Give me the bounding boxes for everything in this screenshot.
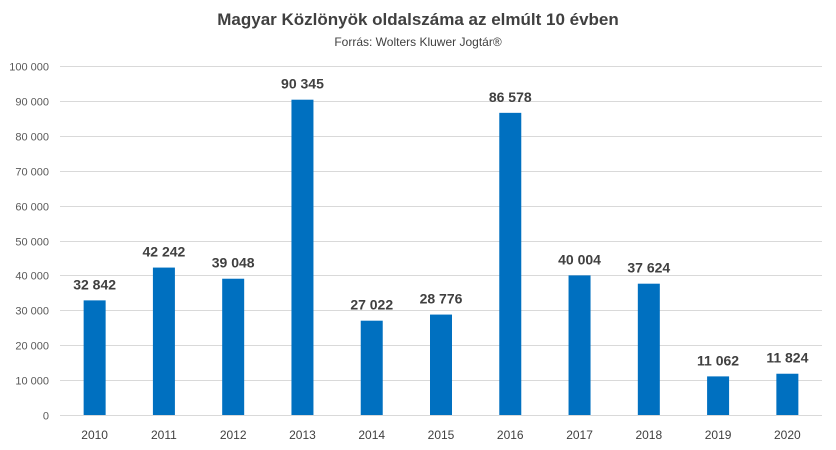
y-tick-label: 60 000 — [15, 202, 49, 214]
x-axis-ticks: 2010 2011 2012 2013 2014 2015 2016 2017 2018 2019… — [81, 428, 801, 442]
x-tick-label: 2020 — [774, 428, 801, 442]
y-tick-label: 0 — [43, 411, 49, 423]
data-label-2020: 11 824 — [766, 350, 808, 366]
y-tick-label: 30 000 — [15, 306, 49, 318]
y-tick-label: 90 000 — [15, 97, 49, 109]
data-label-2016: 86 578 — [489, 89, 532, 105]
data-label-2019: 11 062 — [697, 352, 739, 368]
data-label-2018: 37 624 — [627, 260, 670, 276]
y-axis-ticks: 0 10 000 20 000 30 000 40 000 50 000 60 000 70 … — [9, 62, 49, 423]
x-tick-label: 2010 — [81, 428, 108, 442]
data-label-2017: 40 004 — [558, 251, 601, 267]
bar-2020 — [776, 373, 799, 415]
bar-2010 — [83, 300, 106, 415]
y-tick-label: 50 000 — [15, 237, 49, 249]
x-tick-label: 2016 — [497, 428, 524, 442]
y-tick-label: 10 000 — [15, 376, 49, 388]
data-label-2012: 39 048 — [212, 255, 255, 271]
bars — [83, 99, 799, 416]
gridlines — [60, 66, 822, 416]
data-label-2014: 27 022 — [350, 297, 393, 313]
bar-2012 — [222, 278, 245, 415]
data-label-2010: 32 842 — [73, 276, 116, 292]
bar-2013 — [291, 99, 314, 415]
y-tick-label: 20 000 — [15, 341, 49, 353]
bar-2016 — [499, 112, 522, 416]
x-tick-label: 2018 — [635, 428, 662, 442]
x-tick-label: 2017 — [566, 428, 593, 442]
x-tick-label: 2012 — [220, 428, 247, 442]
x-tick-label: 2015 — [428, 428, 455, 442]
data-labels: 32 842 42 242 39 048 90 345 27 022 28 776 86 5… — [73, 76, 808, 369]
y-tick-label: 80 000 — [15, 132, 49, 144]
bar-2019 — [707, 376, 730, 415]
bar-2018 — [637, 283, 660, 415]
data-label-2011: 42 242 — [142, 244, 185, 260]
bar-2017 — [568, 275, 591, 415]
chart-title: Magyar Közlönyök oldalszáma az elmúlt 10… — [217, 10, 619, 29]
x-tick-label: 2019 — [705, 428, 732, 442]
x-tick-label: 2014 — [358, 428, 385, 442]
bar-2011 — [152, 267, 175, 415]
bar-2015 — [430, 314, 452, 415]
bar-2014 — [360, 320, 383, 415]
x-tick-label: 2011 — [151, 428, 177, 442]
data-label-2013: 90 345 — [281, 76, 324, 92]
y-tick-label: 40 000 — [15, 271, 49, 283]
x-tick-label: 2013 — [289, 428, 316, 442]
chart-subtitle: Forrás: Wolters Kluwer Jogtár® — [334, 35, 502, 49]
y-tick-label: 100 000 — [9, 62, 49, 74]
data-label-2015: 28 776 — [420, 291, 463, 307]
y-tick-label: 70 000 — [15, 167, 49, 179]
